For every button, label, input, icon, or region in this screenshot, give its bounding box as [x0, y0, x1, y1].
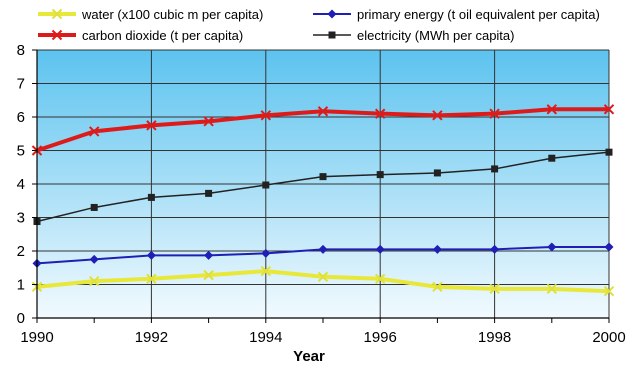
series-1: [31, 265, 615, 297]
y-tick-label-1: 1: [17, 277, 25, 294]
x-axis-title: Year: [293, 348, 325, 365]
data-point-2-1997: [432, 244, 442, 254]
y-tick-label-2: 2: [17, 243, 25, 260]
y-tick-label-4: 4: [17, 176, 25, 193]
y-tick-label-5: 5: [17, 143, 25, 160]
x-tick-label-1996: 1996: [364, 329, 397, 346]
x-tick-label-2000: 2000: [592, 329, 625, 346]
x-tick-label-1990: 1990: [20, 329, 53, 346]
data-point-1-1996: [374, 273, 386, 285]
legend-item-4: electricity (MWh per capita): [313, 28, 514, 43]
legend-item-2: primary energy (t oil equivalent per cap…: [313, 7, 600, 22]
data-point-2-1992: [146, 250, 156, 260]
data-point-3-1999: [546, 104, 558, 115]
y-tick-label-7: 7: [17, 76, 25, 93]
series-2: [32, 242, 614, 268]
data-point-4-1993: [205, 189, 213, 197]
data-point-1-1999: [546, 283, 558, 295]
data-point-4-1999: [548, 154, 556, 162]
data-point-2-1998: [490, 244, 500, 254]
legend-item-3: carbon dioxide (t per capita): [38, 28, 243, 43]
legend-marker-3: [51, 29, 63, 41]
legend-marker-2: [327, 9, 337, 19]
data-point-3-1992: [146, 120, 157, 131]
data-point-1-1991: [88, 275, 100, 287]
data-point-2-1993: [204, 250, 214, 260]
data-point-1-1994: [260, 265, 272, 277]
data-point-1-1993: [203, 269, 214, 281]
data-point-4-1995: [319, 173, 327, 181]
series-layer: [31, 104, 615, 297]
legend: water (x100 cubic m per capita) primary e…: [38, 7, 600, 43]
legend-item-1: water (x100 cubic m per capita): [38, 7, 263, 22]
legend-label-3: carbon dioxide (t per capita): [82, 28, 243, 43]
data-point-4-1991: [90, 203, 98, 211]
data-point-2-2000: [604, 242, 614, 252]
data-point-3-1993: [203, 116, 214, 127]
x-tick-label-1998: 1998: [478, 329, 511, 346]
data-point-4-1997: [433, 169, 441, 177]
data-point-1-2000: [603, 285, 615, 297]
data-point-4-1998: [491, 165, 499, 173]
data-point-3-1996: [374, 108, 386, 119]
data-point-2-1991: [89, 254, 99, 264]
data-point-1-1995: [317, 271, 329, 283]
legend-marker-4: [328, 31, 336, 39]
data-point-3-2000: [603, 104, 615, 115]
data-point-3-1991: [88, 126, 100, 137]
data-point-2-1999: [547, 242, 557, 252]
legend-label-4: electricity (MWh per capita): [357, 28, 514, 43]
data-point-2-1995: [318, 244, 328, 254]
x-tick-label-1992: 1992: [135, 329, 168, 346]
data-point-4-1996: [376, 171, 384, 179]
data-point-3-1995: [317, 106, 329, 117]
data-point-4-1992: [147, 193, 155, 201]
data-point-4-1994: [262, 181, 270, 189]
series-4: [33, 148, 613, 226]
data-point-3-1997: [432, 110, 443, 121]
data-point-1-1997: [432, 281, 443, 293]
data-point-1-1998: [489, 283, 500, 295]
y-tick-label-3: 3: [17, 210, 25, 227]
legend-label-1: water (x100 cubic m per capita): [81, 7, 263, 22]
y-tick-label-6: 6: [17, 109, 25, 126]
x-tick-label-1994: 1994: [249, 329, 282, 346]
legend-marker-1: [51, 8, 63, 20]
y-tick-label-0: 0: [17, 310, 25, 327]
axes: 0 1 2 3 4 5 6 7 8 1990 1992 1994 1996 1998 2000: [17, 42, 626, 346]
data-point-3-1998: [489, 108, 500, 119]
series-3: [31, 104, 615, 156]
data-point-2-1996: [375, 244, 385, 254]
y-tick-label-8: 8: [17, 42, 25, 59]
legend-label-2: primary energy (t oil equivalent per cap…: [357, 7, 600, 22]
data-point-1-1992: [146, 273, 157, 285]
data-point-4-2000: [605, 148, 613, 156]
data-point-2-1994: [261, 248, 271, 258]
data-point-3-1994: [260, 110, 272, 121]
